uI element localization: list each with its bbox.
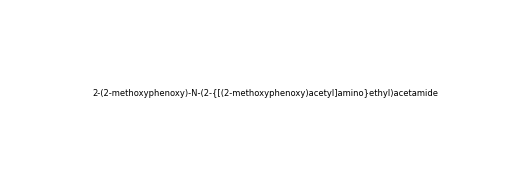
Text: 2-(2-methoxyphenoxy)-N-(2-{[(2-methoxyphenoxy)acetyl]amino}ethyl)acetamide: 2-(2-methoxyphenoxy)-N-(2-{[(2-methoxyph… bbox=[92, 89, 438, 97]
